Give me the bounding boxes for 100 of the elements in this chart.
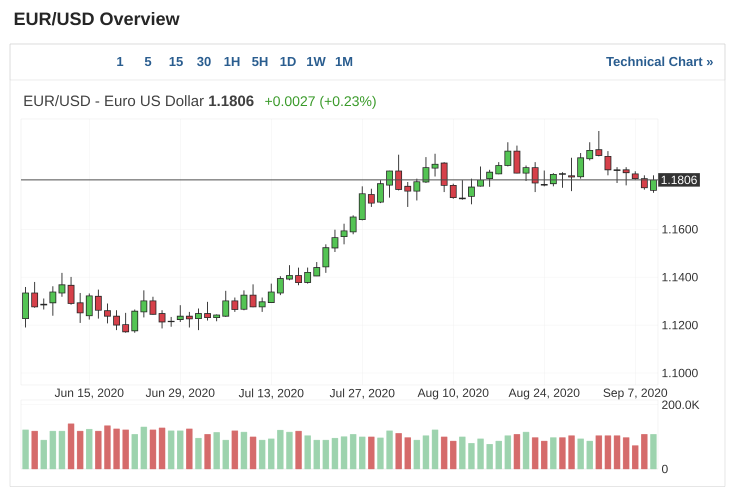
chart-title: EUR/USD Overview bbox=[14, 12, 180, 26]
bar bbox=[604, 435, 612, 470]
x-tick-label: Jun 29, 2020 bbox=[146, 388, 214, 398]
candlestick bbox=[440, 162, 448, 193]
bar bbox=[559, 437, 566, 470]
bar bbox=[468, 443, 475, 470]
candlestick bbox=[295, 267, 302, 286]
candlestick bbox=[350, 214, 357, 235]
bar bbox=[568, 435, 575, 470]
bar bbox=[240, 432, 248, 470]
candlestick bbox=[195, 308, 202, 331]
candlestick bbox=[268, 283, 275, 304]
bar bbox=[614, 435, 620, 470]
bar bbox=[204, 434, 211, 470]
chart-subtitle: EUR/USD - Euro US Dollar 1.1806 bbox=[24, 95, 254, 106]
candlestick bbox=[386, 170, 393, 198]
y-tick-label: 1.1600 bbox=[662, 224, 698, 234]
bar bbox=[404, 437, 411, 470]
candlestick bbox=[486, 169, 494, 188]
bar bbox=[222, 440, 229, 470]
candlestick bbox=[622, 166, 630, 186]
bar bbox=[477, 438, 484, 470]
bar bbox=[177, 430, 184, 470]
candlestick bbox=[450, 183, 457, 200]
candlestick bbox=[458, 180, 466, 200]
candlestick bbox=[422, 156, 430, 184]
candlestick bbox=[368, 188, 375, 208]
bar bbox=[314, 440, 320, 470]
bar bbox=[158, 428, 166, 470]
candlestick bbox=[332, 229, 338, 252]
text: Technical Chart » bbox=[606, 56, 713, 66]
text: 1 bbox=[117, 57, 124, 66]
bar bbox=[350, 434, 356, 470]
candlestick bbox=[568, 157, 575, 192]
x-tick-label: Aug 10, 2020 bbox=[418, 388, 488, 400]
candlestick bbox=[40, 298, 48, 310]
bar bbox=[550, 437, 557, 470]
x-tick-label: Jun 15, 2020 bbox=[54, 388, 124, 398]
bar bbox=[304, 435, 311, 470]
candlestick bbox=[340, 223, 348, 245]
bar bbox=[395, 433, 402, 470]
candlestick bbox=[413, 178, 420, 201]
candlestick bbox=[577, 152, 584, 180]
bar bbox=[250, 436, 256, 470]
candlestick bbox=[322, 244, 330, 274]
candlestick bbox=[595, 130, 602, 157]
bar bbox=[377, 438, 384, 470]
candlestick bbox=[377, 180, 384, 204]
bar bbox=[277, 430, 284, 470]
bar bbox=[168, 430, 174, 470]
y-tick-label: 0 bbox=[662, 464, 668, 474]
bar bbox=[150, 430, 156, 470]
bar bbox=[541, 440, 548, 470]
bar bbox=[95, 430, 102, 470]
bar bbox=[422, 435, 430, 470]
text: 5H bbox=[252, 57, 268, 66]
candlestick bbox=[222, 290, 230, 318]
y-tick-label: 200.0K bbox=[662, 400, 700, 410]
bar bbox=[586, 440, 593, 470]
y-tick-label: 1.1200 bbox=[662, 320, 698, 330]
candlestick bbox=[586, 142, 594, 161]
bar bbox=[532, 437, 538, 470]
bar bbox=[440, 436, 448, 470]
bar bbox=[459, 436, 466, 470]
candlestick bbox=[504, 142, 512, 167]
candlestick bbox=[495, 162, 502, 175]
y-tick-label: 1.1000 bbox=[662, 368, 698, 378]
candlestick bbox=[522, 165, 530, 182]
bar bbox=[22, 430, 29, 470]
candlestick bbox=[286, 264, 293, 281]
candlestick bbox=[186, 311, 193, 328]
candlestick bbox=[559, 172, 566, 188]
bar bbox=[359, 436, 366, 470]
candlestick bbox=[540, 170, 548, 187]
text: 15 bbox=[170, 57, 183, 66]
bar bbox=[86, 428, 92, 470]
text: 1H bbox=[224, 57, 240, 66]
bar bbox=[522, 432, 530, 470]
bar bbox=[368, 436, 375, 470]
bar bbox=[295, 430, 302, 470]
candlestick bbox=[86, 292, 93, 320]
x-tick-label: Aug 24, 2020 bbox=[508, 388, 580, 400]
candlestick bbox=[204, 301, 211, 321]
candlestick bbox=[140, 290, 148, 318]
bar bbox=[186, 428, 193, 470]
bar bbox=[650, 434, 657, 470]
candlestick bbox=[532, 162, 539, 193]
bar bbox=[322, 440, 330, 470]
candlestick bbox=[231, 297, 238, 312]
bar bbox=[132, 434, 138, 470]
candlestick bbox=[49, 286, 56, 316]
x-tick-label: Jul 13, 2020 bbox=[238, 388, 304, 399]
candlestick bbox=[58, 272, 66, 298]
candlestick bbox=[313, 262, 320, 277]
bar bbox=[58, 430, 66, 470]
candlestick bbox=[432, 153, 438, 177]
candlestick bbox=[31, 281, 38, 308]
bar bbox=[195, 438, 202, 470]
bar bbox=[340, 436, 348, 470]
bar bbox=[386, 430, 393, 470]
